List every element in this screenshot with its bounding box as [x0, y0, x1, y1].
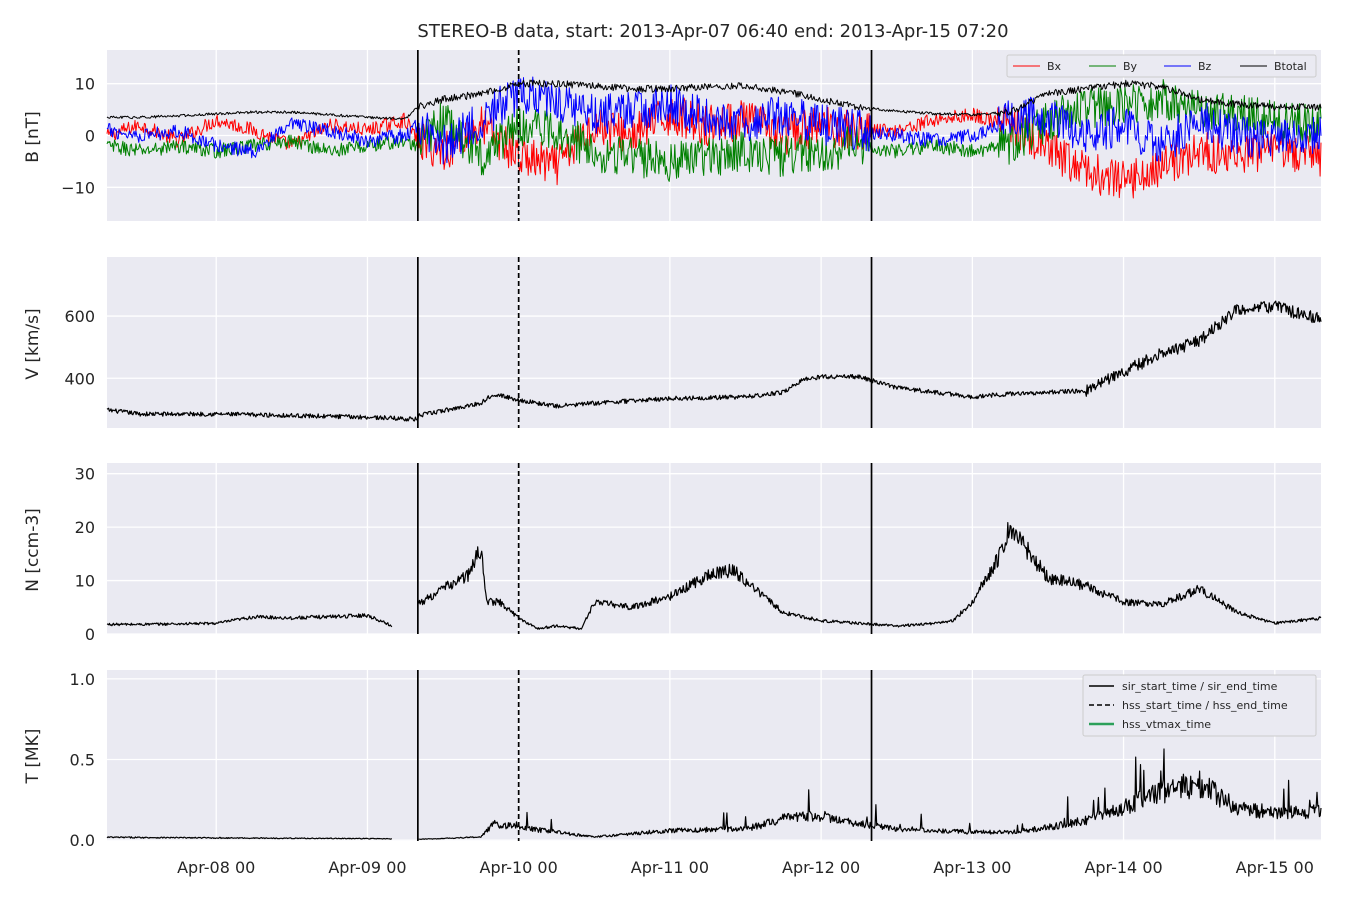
xtick-label: Apr-15 00: [1236, 858, 1314, 877]
legend-b-bz-label: Bz: [1198, 60, 1212, 73]
legend-t-frame: [1082, 674, 1317, 737]
xtick-label: Apr-14 00: [1084, 858, 1162, 877]
ytick-label-b: −10: [61, 178, 95, 197]
plot-area-v: [107, 257, 1321, 428]
panel-velocity: 400 600: [64, 257, 1322, 428]
legend-b-by-label: By: [1123, 60, 1138, 73]
legend-b-btotal-label: Btotal: [1274, 60, 1307, 73]
legend-t-sir-label: sir_start_time / sir_end_time: [1122, 680, 1278, 693]
series-line-bz: [106, 76, 1322, 165]
series-line-btotal: [106, 79, 1322, 121]
series-line-bx: [106, 97, 1322, 199]
legend-b-frame: [1006, 54, 1317, 78]
ytick-label-b: 10: [75, 75, 95, 94]
plot-area-n: [107, 463, 1321, 634]
ylabel-n: N [ccm-3]: [23, 508, 43, 592]
series-line-by: [106, 79, 1322, 182]
ytick-label-t: 0.0: [70, 831, 95, 850]
panel-temperature: 0.0 0.5 1.0 Apr-08 00 Apr-09 00 Apr-10 00 Apr-…: [70, 670, 1322, 877]
xtick-label: Apr-12 00: [782, 858, 860, 877]
legend-b-bx-label: Bx: [1047, 60, 1062, 73]
ytick-label-n: 10: [75, 572, 95, 591]
ytick-label-n: 20: [75, 518, 95, 537]
ytick-label-b: 0: [85, 127, 95, 146]
panel-magnetic-field: −10 0 10: [61, 50, 1322, 221]
legend-b: Bx By Bz Btotal: [1006, 54, 1317, 78]
panel-density: 0 10 20 30: [75, 463, 1322, 644]
xtick-label: Apr-10 00: [480, 858, 558, 877]
xtick-label: Apr-13 00: [933, 858, 1011, 877]
ylabel-v: V [km/s]: [23, 308, 43, 379]
ytick-label-t: 1.0: [70, 670, 95, 689]
series-line-n: [106, 522, 1322, 631]
series-line-t: [106, 748, 1322, 841]
ytick-label-n: 0: [85, 625, 95, 644]
legend-t: sir_start_time / sir_end_time hss_start_…: [1082, 674, 1317, 737]
xtick-label: Apr-09 00: [328, 858, 406, 877]
ytick-label-v: 400: [64, 369, 95, 388]
legend-t-vtmax-label: hss_vtmax_time: [1122, 718, 1211, 731]
series-line-v: [106, 300, 1322, 422]
ylabel-t: T [MK]: [23, 729, 43, 785]
chart-title: STEREO-B data, start: 2013-Apr-07 06:40 …: [417, 21, 1008, 42]
ytick-label-t: 0.5: [70, 751, 95, 770]
xtick-label: Apr-08 00: [177, 858, 255, 877]
ytick-label-n: 30: [75, 465, 95, 484]
ytick-label-v: 600: [64, 307, 95, 326]
ylabel-b: B [nT]: [23, 111, 43, 163]
xtick-label: Apr-11 00: [631, 858, 709, 877]
legend-t-hss-label: hss_start_time / hss_end_time: [1122, 699, 1288, 712]
